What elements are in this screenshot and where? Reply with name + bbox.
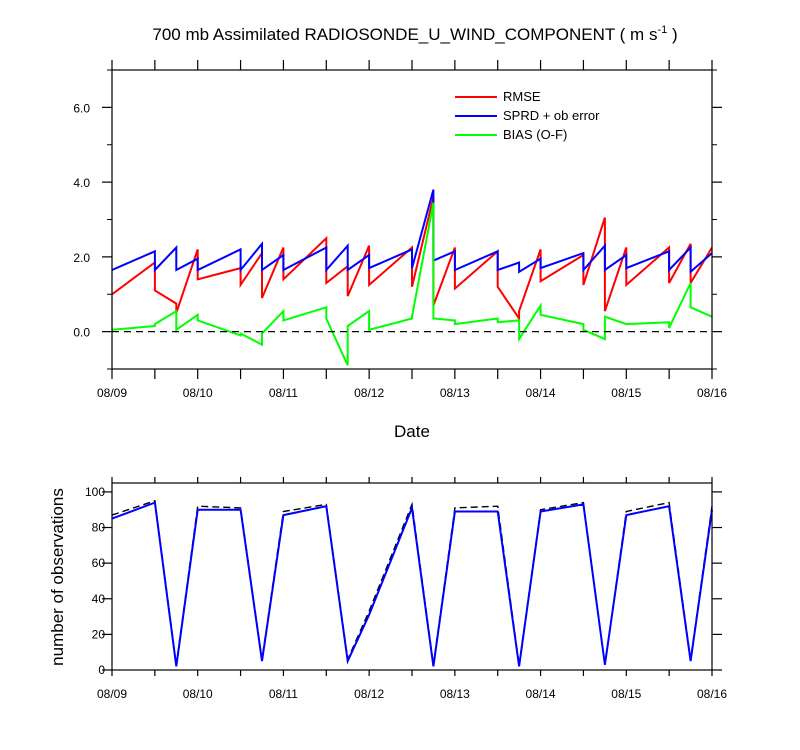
top-panel: RMSE SPRD + ob error BIAS (O-F) 0.0 2.0 4.0 6…: [73, 60, 727, 441]
x-tick-label: 08/13: [440, 386, 470, 400]
chart-title-superscript: -1: [657, 24, 667, 36]
bottom-y-axis-title: number of observations: [48, 488, 67, 666]
x-axis-title: Date: [394, 422, 430, 441]
obs-line-used-observations: [111, 501, 713, 667]
y-tick-label: 4.0: [73, 176, 90, 190]
legend-label: BIAS (O-F): [503, 127, 567, 142]
bottom-x-tick-label: 08/10: [183, 687, 213, 701]
bottom-x-tick-label: 08/14: [526, 687, 556, 701]
bottom-panel-lines: [111, 499, 713, 667]
bottom-x-tick-label: 08/15: [611, 687, 641, 701]
obs-line-possible-observations: [111, 499, 713, 665]
top-panel-ticks: 0.0 2.0 4.0 6.0 08/09 08/10 08/11 08/12 08/13 08/…: [73, 60, 727, 400]
legend-label: SPRD + ob error: [503, 108, 600, 123]
bottom-x-tick-label: 08/16: [697, 687, 727, 701]
top-panel-legend: RMSE SPRD + ob error BIAS (O-F): [455, 89, 600, 142]
bottom-y-tick-label: 60: [92, 556, 106, 570]
top-panel-frame: [111, 69, 713, 370]
bottom-panel: 0 20 40 60 80 100 08/09 08/10 08/11 08/12 08/13 08/…: [48, 477, 727, 701]
bottom-y-tick-label: 20: [92, 627, 106, 641]
x-tick-label: 08/14: [526, 386, 556, 400]
series-line-sprd-ob-error: [111, 189, 713, 275]
bottom-y-tick-label: 0: [98, 663, 105, 677]
x-tick-label: 08/12: [354, 386, 384, 400]
bottom-x-tick-label: 08/12: [354, 687, 384, 701]
chart-title: 700 mb Assimilated RADIOSONDE_U_WIND_COM…: [152, 24, 677, 44]
top-panel-lines: [111, 189, 713, 366]
x-tick-label: 08/16: [697, 386, 727, 400]
x-tick-label: 08/15: [611, 386, 641, 400]
bottom-y-tick-label: 40: [92, 592, 106, 606]
legend-label: RMSE: [503, 89, 541, 104]
bottom-panel-ticks: 0 20 40 60 80 100 08/09 08/10 08/11 08/12 08/13 08/…: [85, 477, 727, 701]
y-tick-label: 2.0: [73, 251, 90, 265]
bottom-y-tick-label: 100: [85, 485, 105, 499]
series-line-rmse: [111, 196, 713, 322]
chart-title-main: 700 mb Assimilated RADIOSONDE_U_WIND_COM…: [152, 25, 657, 44]
x-tick-label: 08/09: [97, 386, 127, 400]
x-tick-label: 08/10: [183, 386, 213, 400]
y-tick-label: 0.0: [73, 326, 90, 340]
bottom-x-tick-label: 08/11: [269, 687, 298, 701]
chart-title-end: ): [667, 25, 677, 44]
y-tick-label: 6.0: [73, 101, 90, 115]
bottom-x-tick-label: 08/09: [97, 687, 127, 701]
bottom-y-tick-label: 80: [92, 521, 106, 535]
bottom-x-tick-label: 08/13: [440, 687, 470, 701]
bottom-panel-frame: [111, 482, 713, 671]
x-tick-label: 08/11: [269, 386, 298, 400]
